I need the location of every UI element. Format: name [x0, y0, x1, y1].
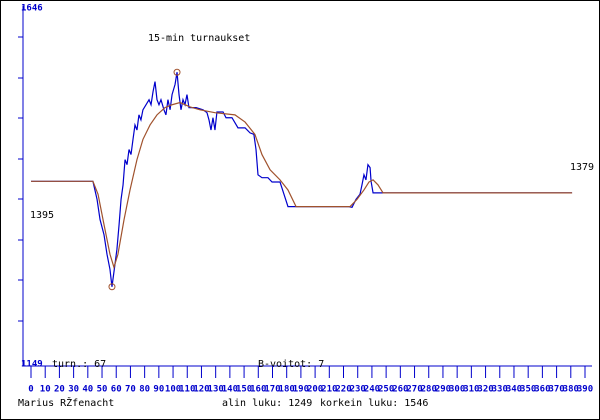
x-tick-label: 350	[520, 385, 536, 395]
x-tick-label: 90	[153, 385, 164, 395]
x-tick-label: 380	[563, 385, 579, 395]
x-tick-label: 360	[534, 385, 550, 395]
x-tick-label: 210	[321, 385, 337, 395]
start-rating: 1395	[30, 210, 54, 221]
games-count: turn.: 67	[52, 359, 106, 370]
x-tick-label: 40	[82, 385, 93, 395]
x-tick-label: 240	[364, 385, 380, 395]
x-tick-label: 330	[492, 385, 508, 395]
x-tick-label: 270	[406, 385, 422, 395]
x-tick-label: 320	[477, 385, 493, 395]
x-tick-label: 220	[335, 385, 351, 395]
x-tick-label: 310	[463, 385, 479, 395]
x-tick-label: 170	[264, 385, 280, 395]
highest-rating: korkein luku: 1546	[320, 398, 428, 409]
x-tick-label: 250	[378, 385, 394, 395]
author: Marius RŽfenacht	[18, 396, 114, 409]
x-tick-label: 180	[279, 385, 295, 395]
y-min-label: 1149	[21, 360, 43, 370]
x-tick-label: 290	[435, 385, 451, 395]
wins-count: B-voitot: 7	[258, 359, 324, 370]
x-tick-label: 390	[577, 385, 593, 395]
x-tick-label: 280	[421, 385, 437, 395]
rating-line	[31, 101, 573, 270]
x-tick-label: 0	[28, 385, 33, 395]
x-tick-label: 230	[350, 385, 366, 395]
x-tick-label: 50	[97, 385, 108, 395]
x-tick-label: 110	[179, 385, 195, 395]
extreme-marker	[108, 283, 116, 291]
x-tick-label: 190	[293, 385, 309, 395]
x-tick-label: 340	[506, 385, 522, 395]
x-tick-label: 100	[165, 385, 181, 395]
x-tick-label: 70	[125, 385, 136, 395]
chart-title: 15-min turnaukset	[148, 33, 250, 44]
x-tick-label: 200	[307, 385, 323, 395]
x-tick-label: 130	[208, 385, 224, 395]
x-tick-label: 20	[54, 385, 65, 395]
end-rating: 1379	[570, 162, 594, 173]
x-tick-label: 80	[139, 385, 150, 395]
y-max-label: 1646	[21, 4, 43, 14]
x-tick-label: 370	[548, 385, 564, 395]
x-tick-label: 10	[40, 385, 51, 395]
x-tick-label: 300	[449, 385, 465, 395]
x-tick-label: 140	[222, 385, 238, 395]
x-tick-label: 120	[193, 385, 209, 395]
rating-line	[31, 72, 573, 287]
extreme-marker	[173, 68, 181, 76]
x-tick-label: 160	[250, 385, 266, 395]
x-tick-label: 150	[236, 385, 252, 395]
axis-ticks	[18, 36, 23, 322]
x-tick-label: 260	[392, 385, 408, 395]
x-tick-label: 30	[68, 385, 79, 395]
x-tick-label: 60	[111, 385, 122, 395]
lowest-rating: alin luku: 1249	[222, 398, 312, 409]
